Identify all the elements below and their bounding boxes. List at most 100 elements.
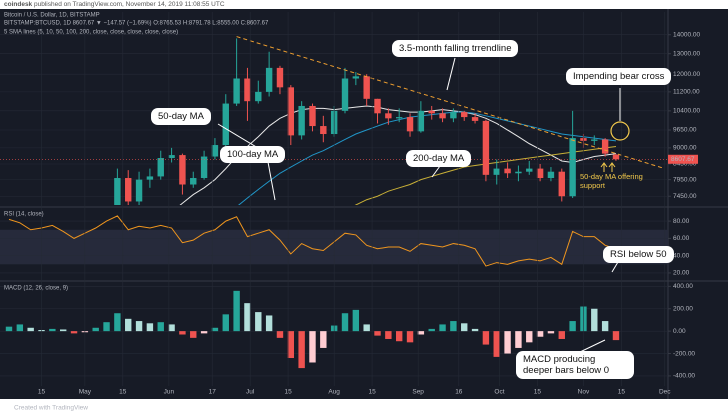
candle-body [536, 168, 544, 179]
histogram-bar [591, 308, 598, 332]
histogram-bar [298, 331, 305, 369]
histogram-bar [471, 328, 479, 332]
x-tick-label: May [79, 389, 92, 396]
y-tick-label: 20.00 [673, 270, 690, 277]
histogram-bar [265, 315, 273, 332]
x-tick-label: 15 [119, 389, 127, 396]
histogram-bar [287, 331, 295, 359]
histogram-bar [439, 324, 446, 332]
x-tick-label: 16 [455, 389, 463, 396]
histogram-bar [59, 329, 67, 332]
candle-body [255, 91, 262, 102]
histogram-bar [504, 331, 511, 354]
x-tick-label: 17 [209, 389, 217, 396]
candle-body [385, 113, 392, 119]
macd-title: MACD (12, 26, close, 9) [4, 286, 68, 292]
last-price-box [668, 154, 698, 164]
candle-body [395, 117, 403, 119]
candle-body [558, 171, 565, 197]
x-tick-label: Sep [412, 389, 424, 396]
x-tick-label: Dec [659, 389, 671, 396]
y-tick-label: 14000.00 [673, 31, 700, 38]
histogram-bar [125, 318, 132, 332]
histogram-bar [114, 313, 121, 332]
histogram-bar [569, 321, 576, 332]
histogram-bar [92, 327, 99, 332]
candle-body [309, 105, 316, 127]
y-tick-label: 7450.00 [673, 193, 697, 200]
support-arrows [600, 162, 616, 172]
candle-body [569, 138, 576, 197]
chart-subtitle: BITSTAMP:BTCUSD, 1D 8607.67 ▼ −147.57 (−… [4, 21, 269, 27]
histogram-bar [276, 331, 284, 338]
histogram-bar [536, 331, 544, 337]
callout-pointer [267, 161, 276, 201]
candle-body [190, 178, 197, 185]
candle-body [157, 158, 164, 177]
candle-body [526, 168, 533, 172]
histogram-bar [211, 327, 219, 332]
histogram-bar [320, 331, 327, 348]
rsi-title: RSI (14, close) [4, 212, 44, 218]
y-tick-label: 13000.00 [673, 50, 700, 57]
histogram-bar [309, 331, 316, 363]
candle-body [200, 156, 208, 179]
y-tick-label: 9000.00 [673, 145, 697, 152]
candle-body [211, 145, 219, 157]
y-tick-label: -200.00 [673, 350, 695, 357]
histogram-bar [612, 331, 620, 341]
y-tick-label: 9650.00 [673, 127, 697, 134]
histogram-bar [244, 303, 251, 332]
histogram-bar [341, 313, 349, 332]
candle-body [265, 67, 273, 92]
x-tick-label: Nov [578, 389, 590, 396]
candle-body [341, 78, 349, 111]
histogram-bar [515, 331, 522, 348]
indicator-title: 5 SMA lines (5, 10, 50, 100, 200, close,… [4, 30, 178, 36]
histogram-bar [352, 309, 360, 332]
candle-body [482, 120, 490, 175]
x-tick-label: 15 [284, 389, 292, 396]
candle-body [222, 103, 229, 146]
histogram-bar [70, 331, 78, 334]
candle-body [244, 78, 251, 102]
candle-body [320, 126, 327, 135]
y-tick-label: 12000.00 [673, 71, 700, 78]
histogram-bar [374, 331, 381, 336]
histogram-bar [222, 314, 229, 332]
y-tick-label: 400.00 [673, 283, 693, 290]
histogram-bar [417, 331, 425, 335]
histogram-bar [558, 331, 565, 339]
y-tick-label: 8450.00 [673, 161, 697, 168]
histogram-bar [482, 331, 490, 345]
histogram-bar [146, 323, 154, 332]
histogram-bar [363, 324, 370, 332]
y-tick-label: -400.00 [673, 373, 695, 380]
histogram-bar [179, 331, 186, 335]
y-tick-label: 11200.00 [673, 89, 700, 96]
plot-layer: 14000.00 13000.00 12000.00 11200.00 10400.00… [0, 12, 700, 396]
x-tick-label: Jun [164, 389, 175, 396]
histogram-bar [135, 321, 143, 332]
histogram-bar [233, 290, 240, 332]
candle-body [179, 155, 186, 185]
candle-body [471, 117, 479, 121]
moving-average [238, 111, 617, 205]
histogram-bar [526, 331, 533, 343]
candle-body [114, 178, 121, 205]
candle-body [601, 139, 609, 154]
histogram-bar [255, 312, 262, 332]
histogram-bar [16, 324, 24, 332]
y-tick-label: 80.00 [673, 218, 690, 225]
callout-pointer [611, 261, 619, 273]
histogram-bar [493, 331, 500, 357]
candle-body [547, 171, 555, 179]
candle-body [417, 110, 425, 132]
annotation: Impending bear cross [566, 68, 672, 85]
published: published on TradingView.com, November 1… [34, 1, 225, 8]
candle-body [146, 176, 154, 180]
candle-body [363, 76, 370, 99]
candle-body [233, 78, 240, 104]
histogram-bar [27, 327, 34, 332]
annotation: 50-day MA [151, 108, 211, 125]
